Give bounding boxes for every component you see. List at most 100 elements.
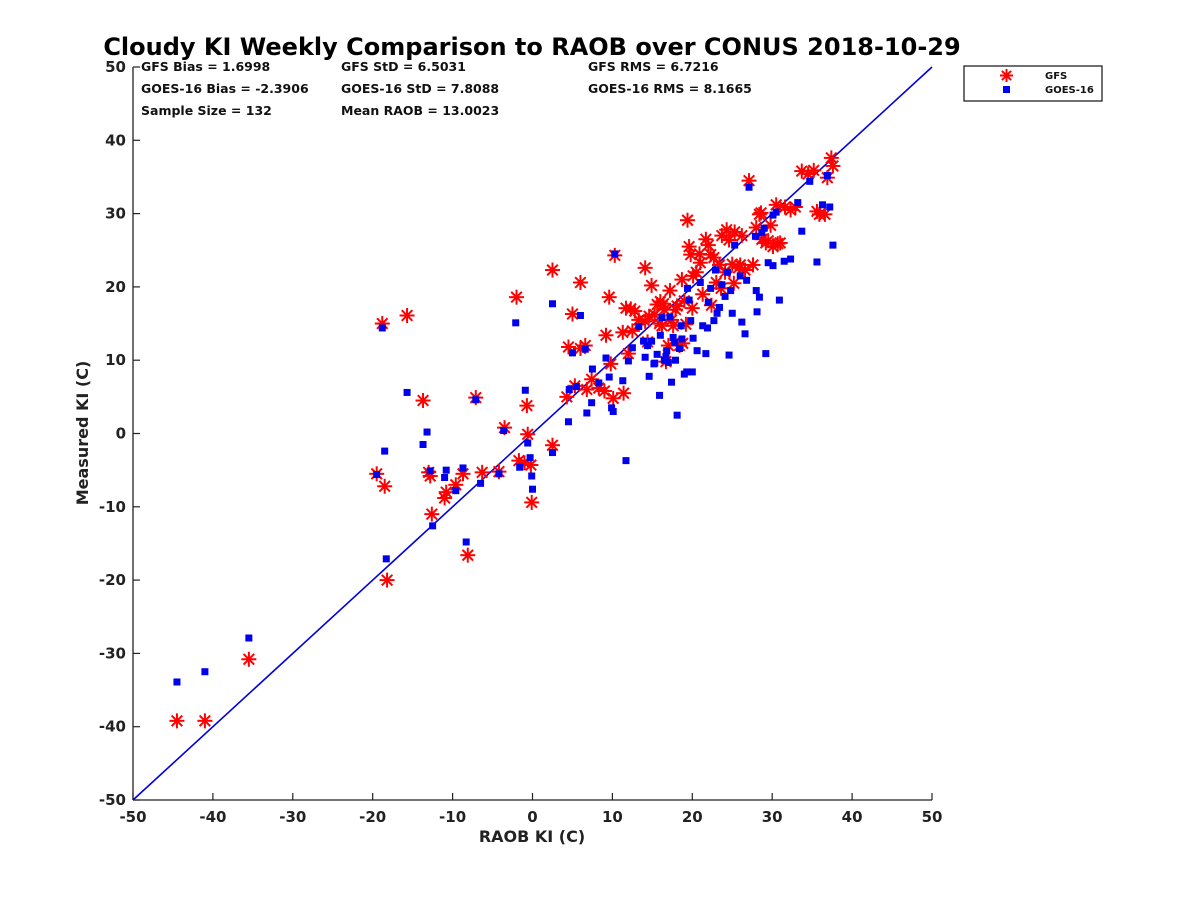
y-tick-label: 50 bbox=[105, 58, 126, 76]
goes16-point bbox=[683, 368, 691, 376]
goes16-point bbox=[588, 365, 596, 373]
goes16-point bbox=[472, 396, 480, 404]
gfs-series bbox=[169, 150, 841, 729]
y-tick-label: -50 bbox=[99, 791, 126, 809]
gfs-point bbox=[674, 272, 690, 288]
gfs-point bbox=[509, 289, 525, 305]
goes16-point bbox=[723, 268, 731, 276]
x-tick-label: 0 bbox=[527, 808, 537, 826]
gfs-point bbox=[680, 212, 696, 228]
stat-goes-bias: GOES-16 Bias = -2.3906 bbox=[141, 81, 309, 96]
goes16-point bbox=[752, 287, 760, 295]
goes16-point bbox=[775, 296, 783, 304]
goes16-point bbox=[751, 232, 759, 240]
legend-gfs-label: GFS bbox=[1045, 71, 1067, 82]
goes16-point bbox=[572, 383, 580, 391]
stat-gfs-bias: GFS Bias = 1.6998 bbox=[141, 59, 270, 74]
y-tick-label: 0 bbox=[116, 425, 126, 443]
goes16-point bbox=[660, 356, 668, 364]
goes16-point bbox=[684, 284, 692, 292]
goes16-point bbox=[696, 279, 704, 287]
goes16-point bbox=[668, 378, 676, 386]
goes16-point bbox=[731, 241, 739, 249]
goes16-point bbox=[581, 345, 589, 353]
goes16-point bbox=[373, 471, 381, 479]
goes16-point bbox=[787, 255, 795, 263]
goes16-point bbox=[693, 347, 701, 355]
x-tick-label: -30 bbox=[279, 808, 306, 826]
gfs-point bbox=[623, 301, 639, 317]
gfs-point bbox=[584, 371, 600, 387]
goes16-point bbox=[813, 258, 821, 266]
goes16-point bbox=[528, 472, 536, 480]
goes16-point bbox=[378, 324, 386, 332]
goes16-point bbox=[605, 373, 613, 381]
legend-gfs-marker bbox=[1000, 69, 1013, 82]
y-tick-label: 20 bbox=[105, 278, 126, 296]
goes16-point bbox=[760, 224, 768, 232]
goes16-point bbox=[666, 313, 674, 321]
legend-goes16-marker bbox=[1003, 86, 1010, 93]
goes16-point bbox=[628, 344, 636, 352]
x-axis-label: RAOB KI (C) bbox=[479, 827, 585, 846]
goes16-point bbox=[548, 300, 556, 308]
gfs-point bbox=[695, 286, 711, 302]
legend-goes16-label: GOES-16 bbox=[1045, 85, 1094, 96]
goes16-point bbox=[669, 333, 677, 341]
goes16-point bbox=[798, 227, 806, 235]
goes16-point bbox=[663, 347, 671, 355]
goes16-point bbox=[676, 344, 684, 352]
y-tick-label: -20 bbox=[99, 571, 126, 589]
gfs-point bbox=[605, 390, 621, 406]
gfs-point bbox=[656, 296, 672, 312]
gfs-point bbox=[745, 257, 761, 273]
gfs-point bbox=[524, 494, 540, 510]
goes16-point bbox=[516, 463, 524, 471]
goes16-point bbox=[715, 303, 723, 311]
gfs-point bbox=[169, 713, 185, 729]
y-axis-ticks: -50 -40 -30 -20 -10 0 10 20 30 40 50 bbox=[99, 58, 140, 809]
goes16-point bbox=[664, 358, 672, 366]
goes16-point bbox=[608, 404, 616, 412]
goes16-point bbox=[452, 487, 460, 495]
goes16-point bbox=[611, 250, 619, 258]
goes16-point bbox=[583, 409, 591, 417]
goes16-point bbox=[718, 281, 726, 289]
goes16-point bbox=[459, 464, 467, 472]
goes16-point bbox=[619, 377, 627, 385]
goes16-point bbox=[819, 201, 827, 209]
goes16-point bbox=[521, 386, 529, 394]
gfs-point bbox=[706, 250, 722, 266]
goes16-point bbox=[707, 284, 715, 292]
goes16-point bbox=[685, 296, 693, 304]
goes16-point bbox=[524, 439, 532, 447]
goes16-point bbox=[689, 334, 697, 342]
goes16-point bbox=[441, 473, 449, 481]
goes16-point bbox=[794, 199, 802, 207]
x-tick-label: 10 bbox=[602, 808, 623, 826]
gfs-point bbox=[644, 277, 660, 293]
goes16-point bbox=[588, 399, 596, 407]
goes16-point bbox=[529, 485, 536, 493]
x-tick-label: -50 bbox=[119, 808, 146, 826]
gfs-point bbox=[438, 484, 454, 500]
goes16-point bbox=[687, 317, 695, 325]
goes16-point bbox=[245, 634, 253, 642]
goes16-point bbox=[699, 322, 707, 330]
x-tick-label: 50 bbox=[922, 808, 943, 826]
x-tick-label: -20 bbox=[359, 808, 386, 826]
goes16-point bbox=[565, 386, 573, 394]
goes16-point bbox=[648, 337, 656, 345]
legend-gfs-asterisk bbox=[1000, 69, 1013, 82]
y-tick-label: 10 bbox=[105, 351, 126, 369]
legend: GFS GOES-16 bbox=[963, 65, 1103, 102]
goes16-point bbox=[769, 211, 777, 219]
x-tick-label: 40 bbox=[842, 808, 863, 826]
x-axis-ticks: -50 -40 -30 -20 -10 0 10 20 30 40 50 bbox=[119, 793, 942, 826]
gfs-point bbox=[615, 324, 631, 340]
goes16-point bbox=[728, 309, 736, 317]
goes16-point bbox=[677, 322, 685, 330]
goes16-point bbox=[745, 183, 753, 191]
y-tick-label: 30 bbox=[105, 205, 126, 223]
